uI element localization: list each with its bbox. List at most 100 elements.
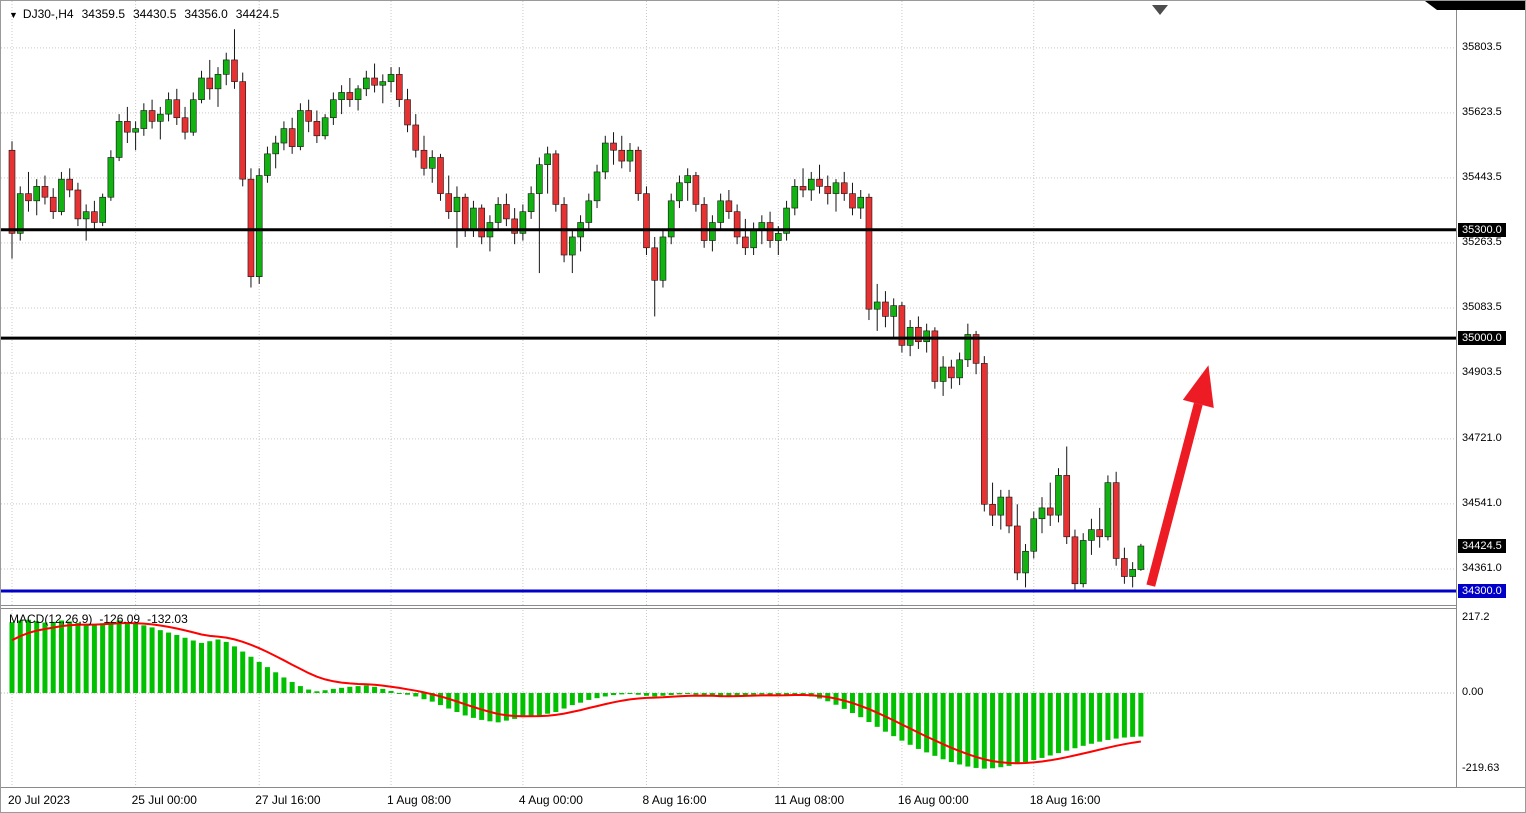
- candle: [610, 132, 617, 165]
- candle: [503, 193, 510, 227]
- candle: [363, 70, 370, 97]
- macd-bar: [339, 687, 345, 693]
- macd-bar: [932, 693, 938, 756]
- candle-body-bull: [601, 142, 609, 173]
- macd-bar: [1006, 693, 1012, 766]
- macd-indicator-label: MACD(12,26,9): [9, 612, 93, 626]
- macd-tick-label: 0.00: [1462, 686, 1484, 698]
- macd-bar: [545, 693, 551, 714]
- candle: [297, 103, 304, 151]
- macd-bar: [586, 693, 592, 700]
- candle-body-bull: [297, 110, 304, 147]
- candle-body-bear: [412, 124, 420, 151]
- candle-body-bear: [610, 142, 617, 151]
- candle: [412, 114, 420, 158]
- candle: [1046, 482, 1054, 526]
- macd-bar: [594, 693, 600, 699]
- macd-bar: [264, 667, 270, 693]
- macd-bar: [9, 622, 15, 693]
- candle-body-bull: [107, 157, 115, 198]
- macd-bar: [907, 693, 913, 745]
- price-level-badge: 35000.0: [1458, 331, 1506, 346]
- candle: [1129, 562, 1136, 588]
- candle: [107, 150, 115, 201]
- candle-body-bull: [832, 182, 840, 194]
- candle-body-bull: [527, 193, 535, 212]
- candle: [453, 186, 461, 248]
- candle-body-bull: [321, 117, 329, 137]
- macd-bar: [273, 672, 279, 693]
- symbol-dropdown-icon[interactable]: ▼: [9, 10, 18, 20]
- candle: [1121, 547, 1128, 584]
- candle-body-bear: [882, 301, 889, 317]
- candle-body-bear: [931, 330, 939, 382]
- candle: [25, 171, 32, 212]
- candle-body-bull: [1055, 475, 1062, 516]
- candle: [264, 146, 271, 183]
- candle-body-bear: [766, 222, 774, 241]
- macd-bar: [1047, 693, 1053, 756]
- candle-body-bull: [428, 157, 436, 169]
- candles-layer: [8, 29, 1145, 591]
- price-chart-canvas[interactable]: [1, 1, 1456, 605]
- macd-bar: [998, 693, 1004, 768]
- macd-bar: [199, 642, 205, 693]
- candle-body-bull: [676, 182, 683, 202]
- candle: [346, 77, 354, 107]
- candle: [915, 316, 922, 349]
- candle-body-bull: [585, 200, 593, 223]
- grid-layer: [1, 1, 1456, 605]
- candle: [420, 135, 428, 176]
- macd-bar: [701, 693, 707, 696]
- macd-bar: [981, 693, 987, 769]
- candle: [634, 146, 642, 201]
- candle: [840, 171, 848, 201]
- price-tick-label: 34361.0: [1462, 561, 1502, 574]
- macd-bar: [1080, 693, 1086, 746]
- candle-body-bull: [1104, 482, 1112, 538]
- candle: [140, 103, 148, 136]
- macd-bar: [685, 693, 691, 695]
- candle-body-bull: [255, 175, 263, 277]
- macd-signal-value: -132.03: [147, 612, 188, 626]
- candle: [16, 186, 24, 241]
- candle-body-bull: [157, 113, 164, 122]
- candle-body-bull: [354, 88, 362, 100]
- macd-bar: [891, 693, 897, 737]
- macd-indicator-canvas[interactable]: [1, 610, 1456, 787]
- macd-bar: [330, 688, 336, 693]
- time-tick-label: 16 Aug 00:00: [897, 793, 969, 807]
- candle-body-bear: [74, 189, 82, 220]
- macd-bar: [784, 693, 790, 695]
- macd-bar: [627, 693, 633, 695]
- panel-separator[interactable]: [1, 605, 1456, 609]
- time-axis[interactable]: 20 Jul 2023 25 Jul 00:00 27 Jul 16:00 1 Aug…: [1, 788, 1525, 812]
- macd-bar: [446, 693, 452, 709]
- candle: [527, 186, 535, 219]
- candle-body-bear: [420, 149, 428, 169]
- candle-body-bull: [189, 99, 197, 133]
- macd-bar: [1130, 693, 1136, 737]
- candle: [692, 171, 700, 212]
- macd-bar: [108, 621, 114, 693]
- price-level-badge: 34300.0: [1458, 584, 1506, 598]
- chart-shift-marker-icon[interactable]: [1152, 5, 1168, 15]
- candle-body-bear: [124, 121, 131, 133]
- candle: [305, 99, 312, 133]
- macd-bar: [1064, 693, 1070, 751]
- candle: [618, 135, 626, 169]
- candle-body-bull: [906, 326, 914, 346]
- candle: [676, 175, 683, 209]
- candle: [997, 489, 1005, 530]
- candle-body-bull: [264, 153, 271, 176]
- candle: [700, 197, 708, 248]
- candle-body-bear: [346, 92, 354, 100]
- macd-bar: [405, 693, 411, 695]
- price-axis[interactable]: 35803.5 35623.5 35443.5 35263.5 35083.5 34903…: [1456, 1, 1525, 787]
- macd-main-value: -126.09: [99, 612, 141, 626]
- candle-body-bull: [1129, 569, 1136, 577]
- candle: [601, 135, 609, 180]
- macd-bar: [100, 623, 106, 693]
- candle-body-bear: [981, 363, 988, 505]
- macd-info-bar: MACD(12,26,9) -126.09 -132.03: [9, 612, 188, 626]
